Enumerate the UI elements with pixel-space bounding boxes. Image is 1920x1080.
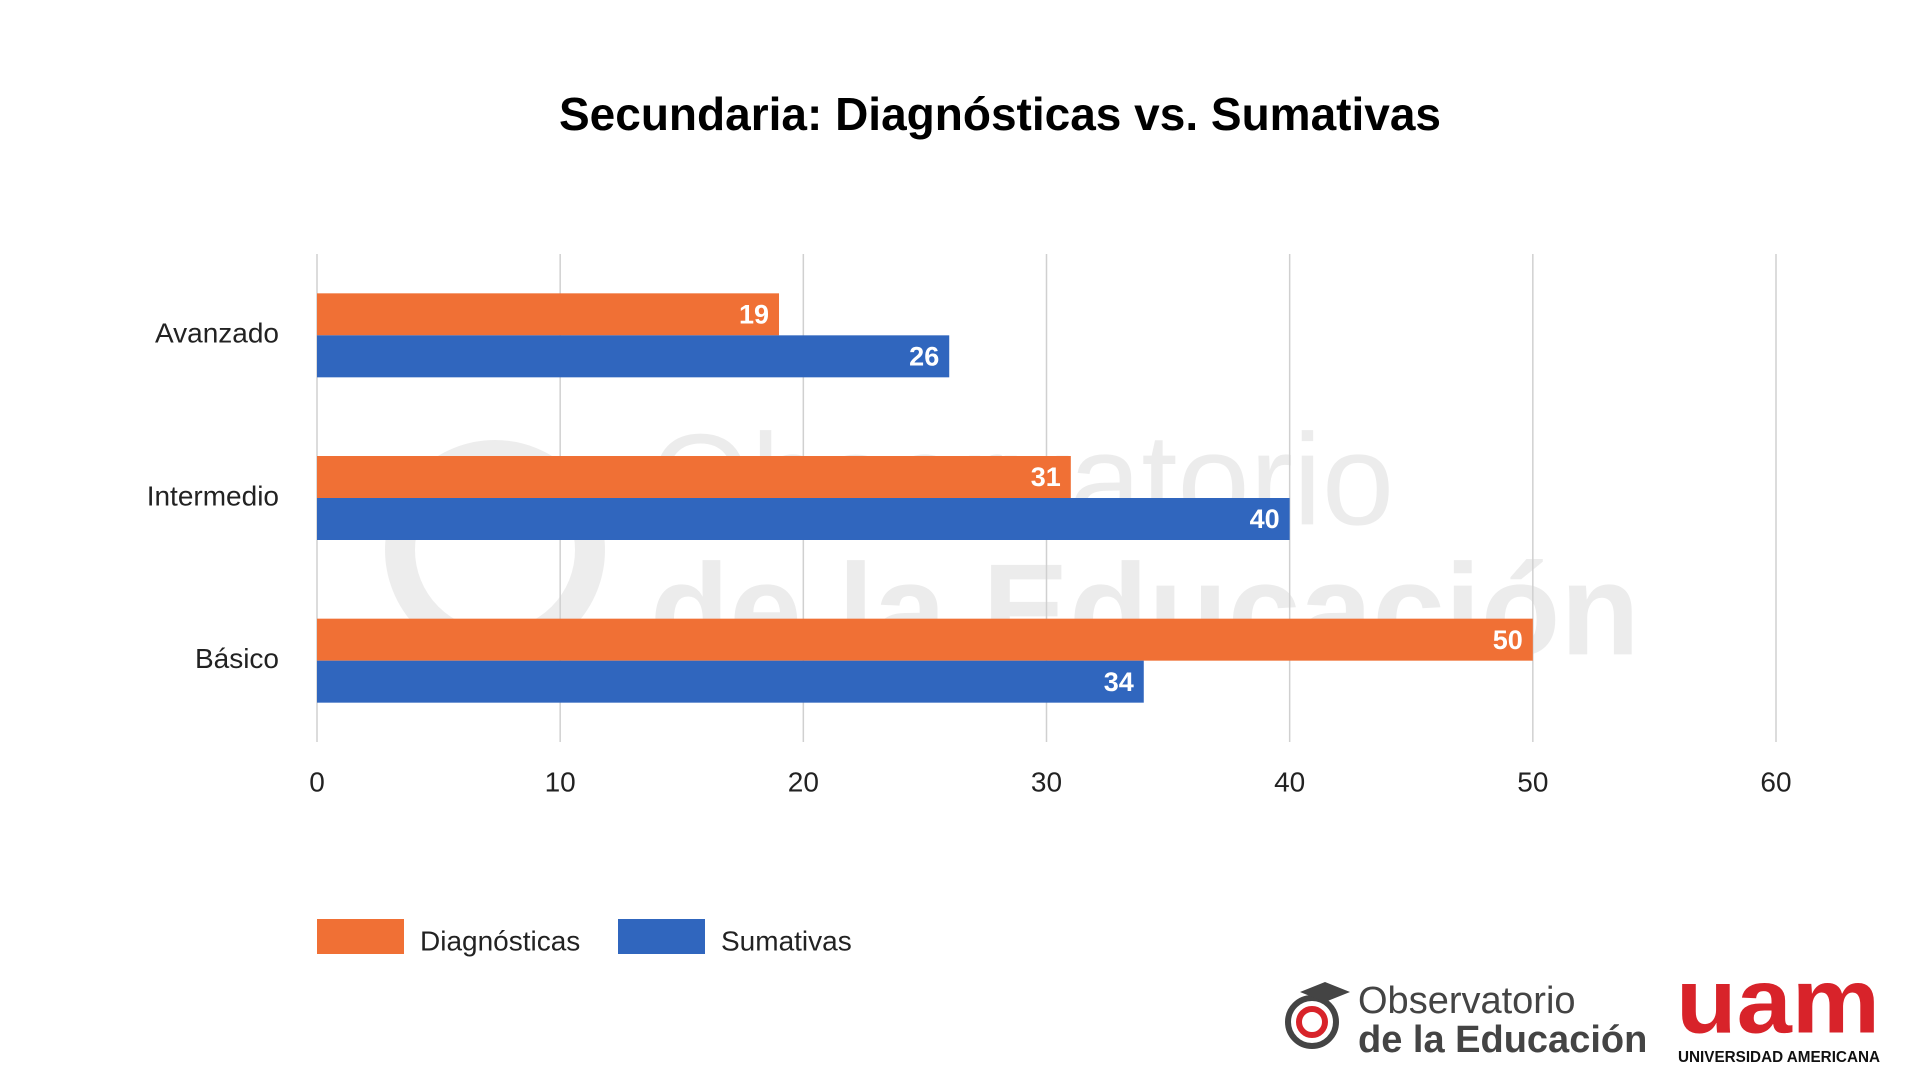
legend-swatch bbox=[618, 919, 705, 954]
logo-icon bbox=[1296, 1006, 1328, 1038]
bar bbox=[317, 660, 1144, 703]
x-tick-label: 60 bbox=[1760, 766, 1791, 797]
y-tick-label: Intermedio bbox=[147, 480, 279, 511]
data-label: 19 bbox=[739, 299, 769, 329]
bar bbox=[317, 456, 1071, 498]
logo-text: UNIVERSIDAD AMERICANA bbox=[1678, 1049, 1880, 1066]
x-tick-label: 20 bbox=[788, 766, 819, 797]
logo-icon bbox=[1300, 982, 1350, 1002]
data-label: 34 bbox=[1104, 667, 1134, 697]
logo-text: Observatorio bbox=[1358, 980, 1576, 1022]
bar bbox=[317, 498, 1290, 540]
x-tick-label: 40 bbox=[1274, 766, 1305, 797]
bar bbox=[317, 335, 950, 378]
legend-swatch bbox=[317, 919, 404, 954]
logo-text: uam bbox=[1676, 950, 1880, 1052]
bar bbox=[317, 293, 780, 336]
logo-observatorio: Observatorio de la Educación bbox=[1285, 980, 1647, 1061]
data-label: 50 bbox=[1493, 625, 1523, 655]
data-label: 26 bbox=[909, 341, 939, 371]
bar bbox=[317, 618, 1533, 661]
x-tick-label: 10 bbox=[545, 766, 576, 797]
x-tick-label: 30 bbox=[1031, 766, 1062, 797]
chart-title: Secundaria: Diagnósticas vs. Sumativas bbox=[559, 88, 1441, 140]
logo-icon bbox=[1285, 995, 1339, 1049]
y-tick-label: Básico bbox=[195, 643, 279, 674]
logo-text: de la Educación bbox=[1358, 1019, 1647, 1061]
x-tick-label: 50 bbox=[1517, 766, 1548, 797]
legend-label: Diagnósticas bbox=[420, 925, 580, 956]
x-tick-label: 0 bbox=[309, 766, 325, 797]
legend-label: Sumativas bbox=[721, 925, 852, 956]
data-label: 31 bbox=[1031, 462, 1061, 492]
logo-uam: uam UNIVERSIDAD AMERICANA bbox=[1676, 950, 1880, 1066]
data-label: 40 bbox=[1250, 504, 1280, 534]
y-tick-label: Avanzado bbox=[155, 318, 279, 349]
